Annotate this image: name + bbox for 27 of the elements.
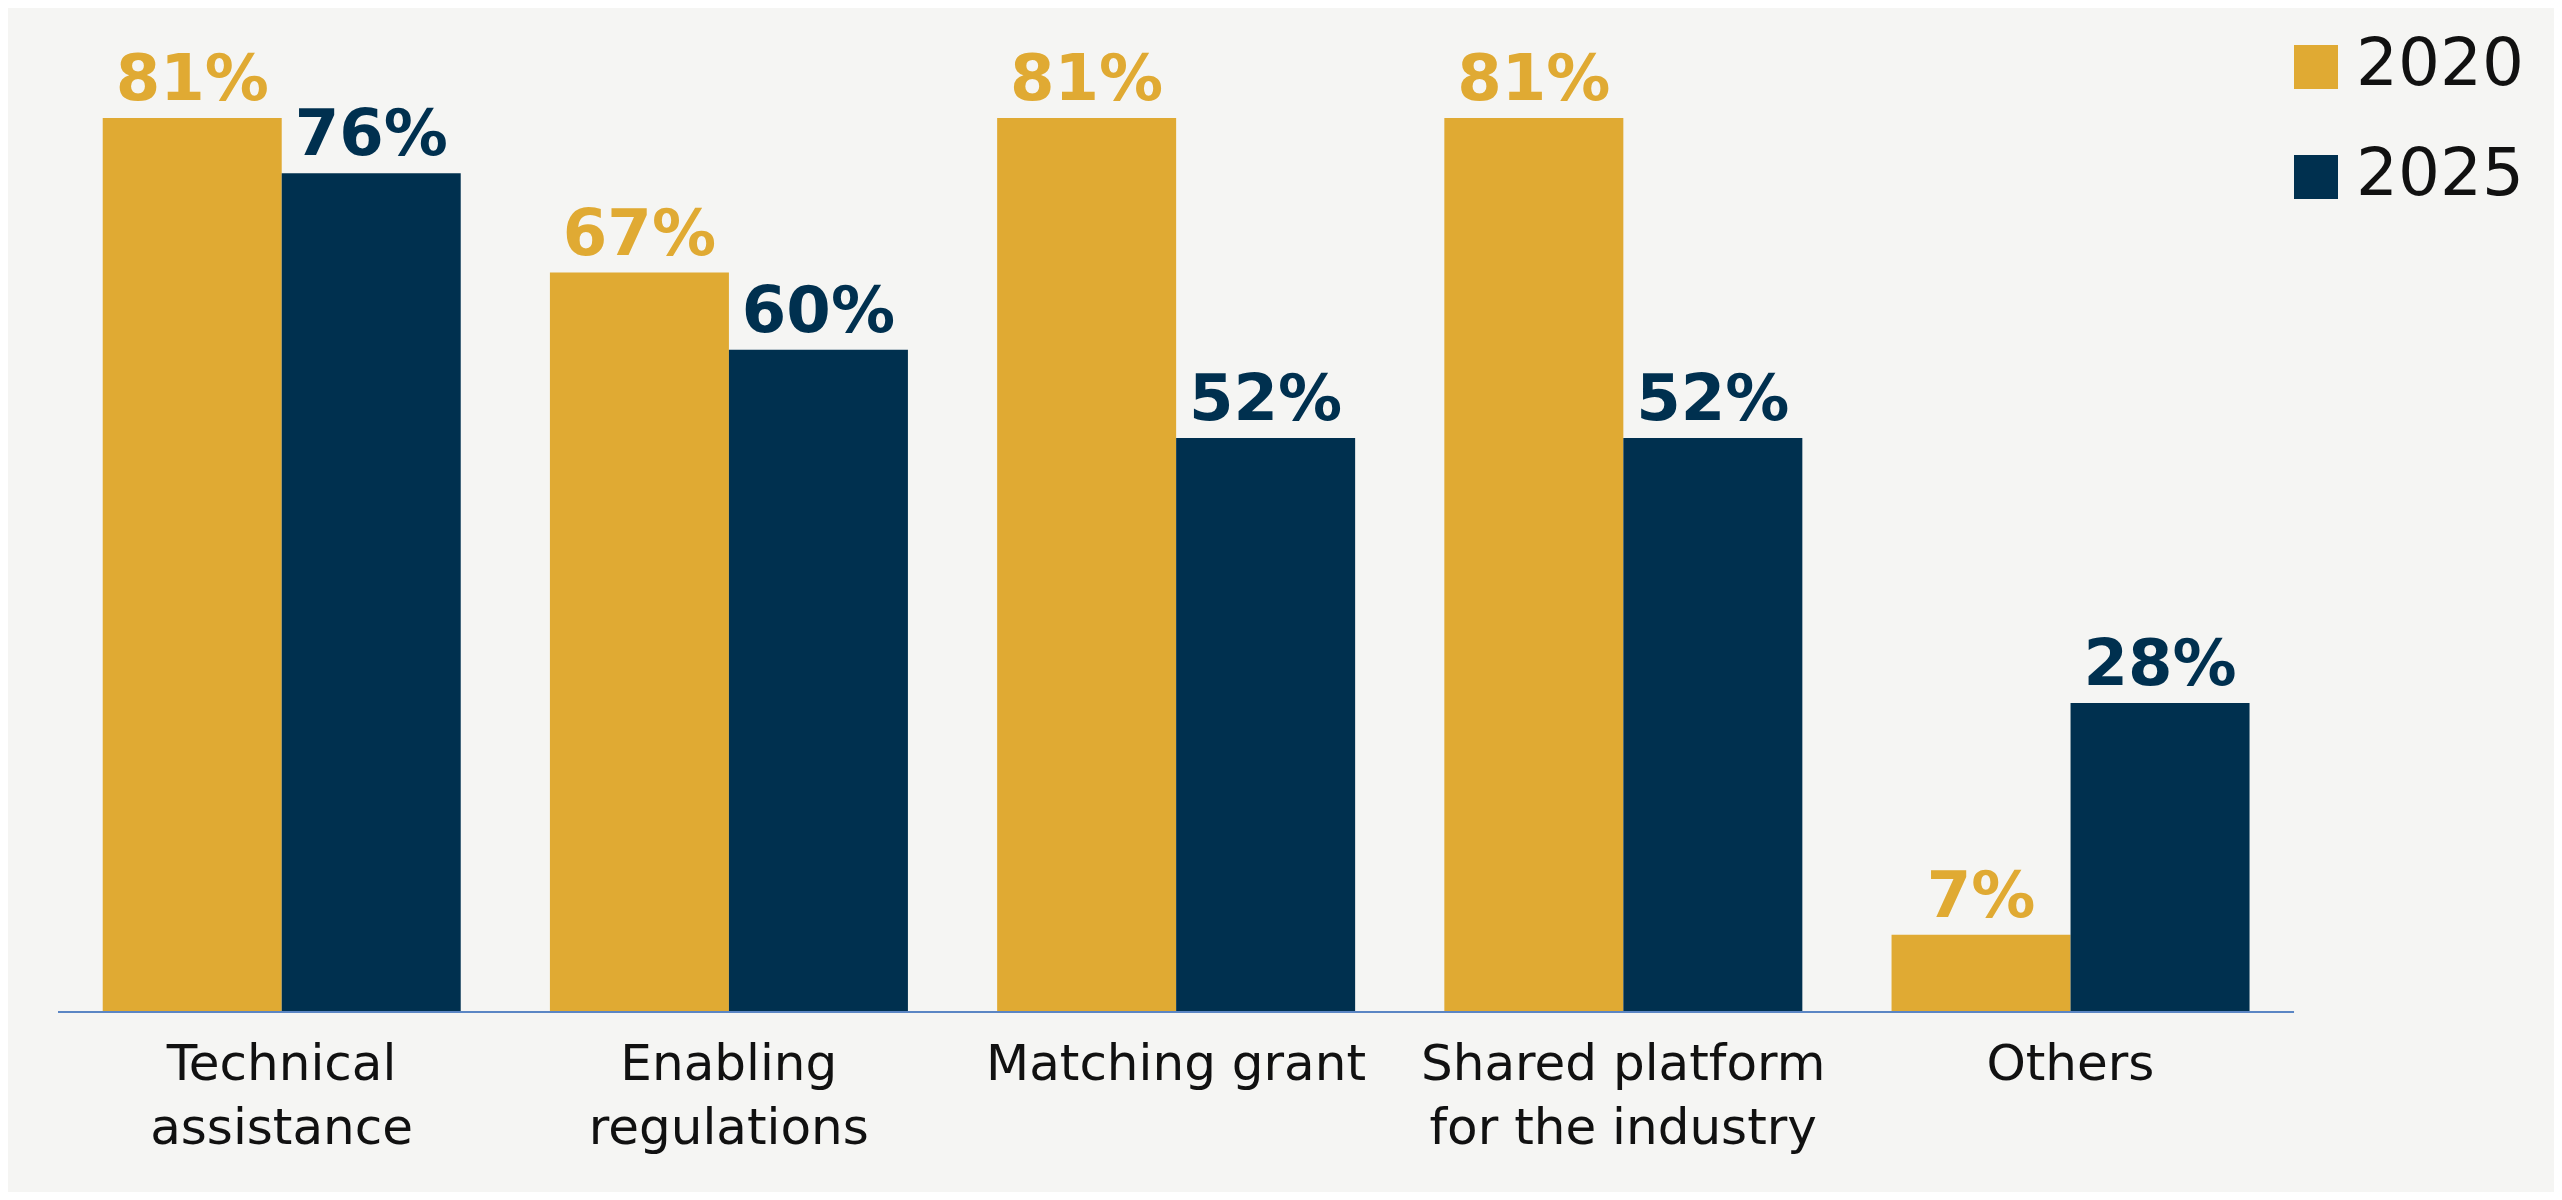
x-tick-label: Shared platform for the industry — [1421, 1034, 1826, 1156]
x-tick-label: Others — [1986, 1034, 2155, 1092]
data-label: 60% — [741, 272, 896, 347]
data-label: 67% — [562, 195, 717, 270]
data-label: 7% — [1926, 857, 2036, 932]
data-label: 76% — [294, 96, 448, 171]
bar — [1176, 438, 1356, 1012]
data-label: 28% — [2083, 625, 2237, 700]
data-label: 81% — [1010, 41, 1164, 115]
data-label: 81% — [1457, 41, 1611, 115]
x-tick-label: Enabling regulations — [588, 1034, 869, 1156]
data-label: 52% — [1189, 361, 1343, 436]
legend-label: 2025 — [2356, 134, 2524, 211]
bar — [549, 272, 729, 1012]
x-tick-label: Matching grant — [986, 1034, 1367, 1092]
bar — [728, 349, 908, 1012]
legend-label: 2020 — [2356, 24, 2524, 101]
bar — [997, 118, 1177, 1012]
bar — [281, 173, 461, 1012]
bar — [102, 118, 282, 1012]
data-label: 81% — [115, 41, 269, 115]
bar — [2070, 702, 2250, 1012]
data-label: 52% — [1636, 361, 1790, 436]
x-tick-label: Technical assistance — [150, 1034, 414, 1156]
bar — [1444, 118, 1624, 1012]
bar — [1891, 934, 2071, 1012]
bar — [1623, 438, 1803, 1012]
